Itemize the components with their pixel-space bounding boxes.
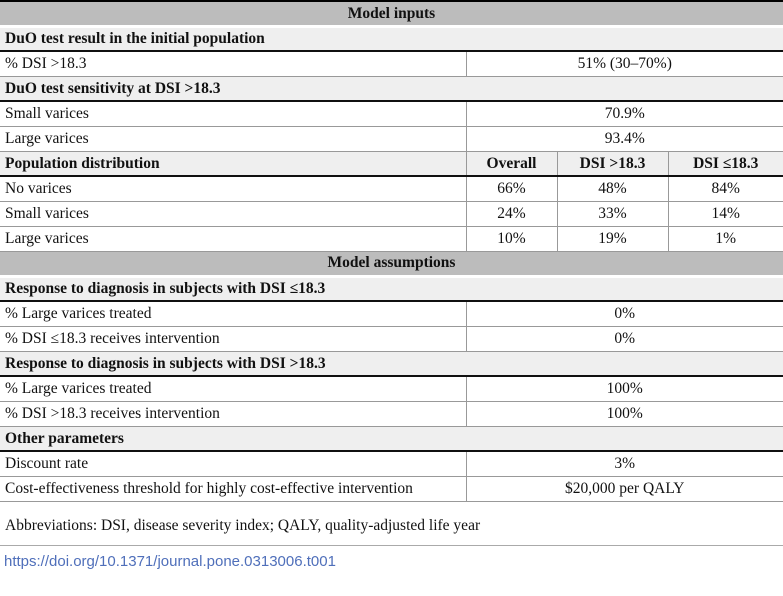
param-value: 51% (30–70%)	[465, 51, 783, 77]
row-label: Small varices	[0, 201, 466, 227]
param-row-large-varices-sens: Large varices 93.4%	[0, 126, 783, 152]
cell-overall: 10%	[465, 226, 557, 252]
data-row-large-varices: Large varices 10% 19% 1%	[0, 226, 783, 252]
column-header-row-population: Population distribution Overall DSI >18.…	[0, 151, 783, 177]
param-row-large-treated-gt: % Large varices treated 100%	[0, 376, 783, 402]
cell-dsi-le: 14%	[667, 201, 783, 227]
cell-dsi-gt: 48%	[556, 176, 668, 202]
band-title: Model assumptions	[0, 251, 783, 278]
model-inputs-table: Model inputs DuO test result in the init…	[0, 0, 783, 502]
param-label: Discount rate	[0, 451, 466, 477]
footer-divider	[0, 544, 783, 546]
section-row-response-le: Response to diagnosis in subjects with D…	[0, 276, 783, 302]
param-value: 100%	[465, 376, 783, 402]
param-row-dsi-gt: % DSI >18.3 51% (30–70%)	[0, 51, 783, 77]
cell-overall: 66%	[465, 176, 557, 202]
param-label: % DSI >18.3	[0, 51, 466, 77]
param-label: % DSI >18.3 receives intervention	[0, 401, 466, 427]
band-row-model-assumptions: Model assumptions	[0, 251, 783, 278]
section-row-response-gt: Response to diagnosis in subjects with D…	[0, 351, 783, 377]
cell-dsi-gt: 33%	[556, 201, 668, 227]
data-row-small-varices: Small varices 24% 33% 14%	[0, 201, 783, 227]
param-label: Cost-effectiveness threshold for highly …	[0, 476, 466, 502]
param-label: Small varices	[0, 101, 466, 127]
band-row-model-inputs: Model inputs	[0, 1, 783, 28]
param-row-discount-rate: Discount rate 3%	[0, 451, 783, 477]
section-title: DuO test result in the initial populatio…	[0, 26, 783, 52]
param-value: $20,000 per QALY	[465, 476, 783, 502]
param-value: 0%	[465, 326, 783, 352]
param-label: % DSI ≤18.3 receives intervention	[0, 326, 466, 352]
section-title: Population distribution	[0, 151, 466, 177]
section-row-other-parameters: Other parameters	[0, 426, 783, 452]
param-label: % Large varices treated	[0, 301, 466, 327]
cell-dsi-le: 84%	[667, 176, 783, 202]
section-title: DuO test sensitivity at DSI >18.3	[0, 76, 783, 102]
row-label: No varices	[0, 176, 466, 202]
cell-dsi-gt: 19%	[556, 226, 668, 252]
row-label: Large varices	[0, 226, 466, 252]
cell-overall: 24%	[465, 201, 557, 227]
section-row-duo-test-result: DuO test result in the initial populatio…	[0, 26, 783, 52]
section-title: Response to diagnosis in subjects with D…	[0, 351, 783, 377]
param-value: 0%	[465, 301, 783, 327]
cell-dsi-le: 1%	[667, 226, 783, 252]
col-header-dsi-le: DSI ≤18.3	[667, 151, 783, 177]
band-title: Model inputs	[0, 1, 783, 28]
param-label: Large varices	[0, 126, 466, 152]
doi-link[interactable]: https://doi.org/10.1371/journal.pone.031…	[4, 552, 336, 570]
section-title: Response to diagnosis in subjects with D…	[0, 276, 783, 302]
param-row-small-varices-sens: Small varices 70.9%	[0, 101, 783, 127]
param-value: 93.4%	[465, 126, 783, 152]
param-row-dsi-gt-intervention: % DSI >18.3 receives intervention 100%	[0, 401, 783, 427]
param-label: % Large varices treated	[0, 376, 466, 402]
param-value: 70.9%	[465, 101, 783, 127]
data-row-no-varices: No varices 66% 48% 84%	[0, 176, 783, 202]
col-header-dsi-gt: DSI >18.3	[556, 151, 668, 177]
param-row-large-treated-le: % Large varices treated 0%	[0, 301, 783, 327]
param-value: 3%	[465, 451, 783, 477]
section-title: Other parameters	[0, 426, 783, 452]
col-header-overall: Overall	[465, 151, 557, 177]
param-value: 100%	[465, 401, 783, 427]
param-row-ce-threshold: Cost-effectiveness threshold for highly …	[0, 476, 783, 502]
abbreviations-note: Abbreviations: DSI, disease severity ind…	[5, 516, 481, 534]
param-row-dsi-le-intervention: % DSI ≤18.3 receives intervention 0%	[0, 326, 783, 352]
section-row-duo-sensitivity: DuO test sensitivity at DSI >18.3	[0, 76, 783, 102]
